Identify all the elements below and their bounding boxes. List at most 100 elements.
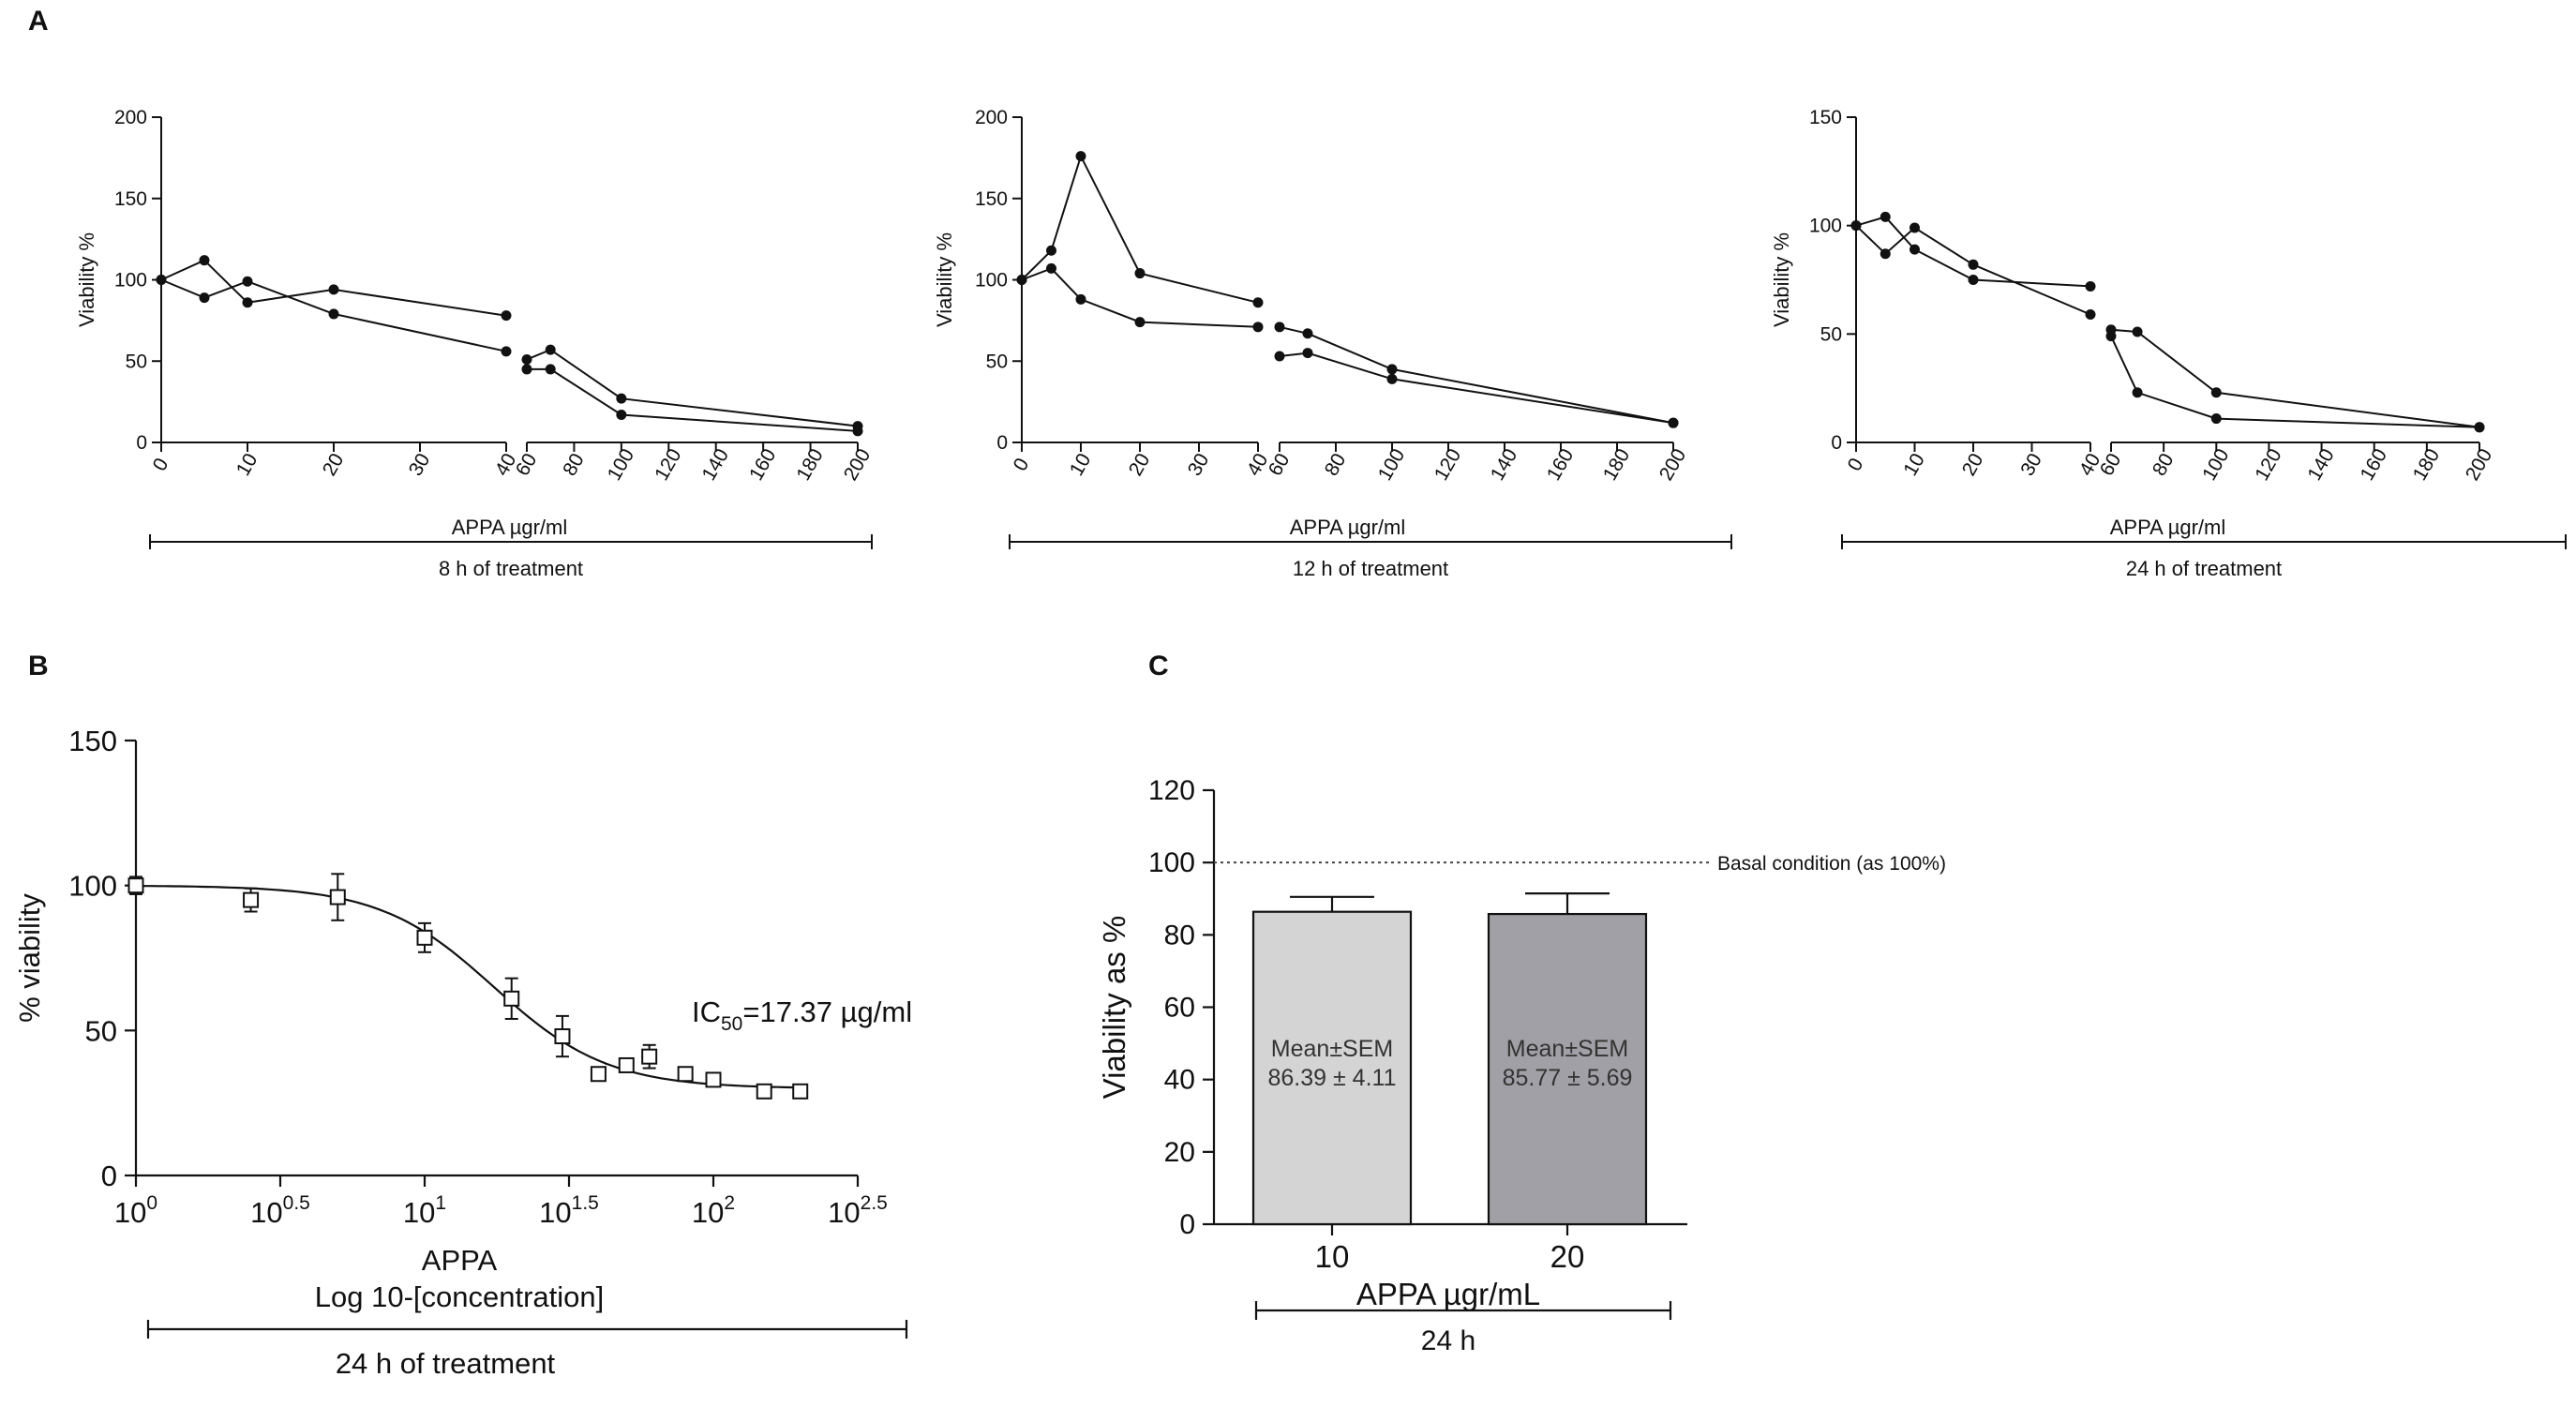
- x-tick-label: 100: [2198, 445, 2233, 485]
- x-tick-label: 180: [1599, 445, 1634, 485]
- x-axis-label: APPA: [422, 1244, 498, 1277]
- y-tick-label: 20: [1164, 1137, 1195, 1168]
- series-2-point: [156, 275, 167, 285]
- data-point: [677, 1066, 694, 1083]
- x-tick-label: 140: [698, 445, 733, 485]
- y-tick-label: 0: [1831, 432, 1842, 454]
- x-tick-label: 100: [604, 445, 638, 485]
- series-1-point: [1302, 328, 1313, 339]
- y-tick-label: 0: [101, 1160, 117, 1192]
- panel-letter-a: A: [28, 6, 49, 37]
- y-tick-label: 100: [975, 270, 1008, 292]
- x-tick-label: 200: [1655, 445, 1690, 485]
- series-2-point: [501, 346, 512, 357]
- reference-line-label: Basal condition (as 100%): [1717, 853, 1946, 875]
- y-tick-label: 100: [114, 270, 147, 292]
- series-2-point: [1274, 351, 1285, 362]
- series-1-point: [545, 364, 556, 375]
- x-tick-base: 10: [692, 1196, 724, 1229]
- series-1-point: [1386, 364, 1398, 375]
- series-1-point: [1880, 248, 1891, 260]
- series-2-point: [1252, 322, 1264, 333]
- series-2-line-b: [1279, 352, 1674, 425]
- x-tick-exponent: 0: [146, 1192, 157, 1214]
- data-point: [792, 1083, 809, 1100]
- series-1-point: [1046, 245, 1056, 256]
- x-tick-label: 10: [1899, 450, 1929, 480]
- series-1-point: [2132, 387, 2143, 398]
- x-axis-label: APPA µgr/ml: [1290, 516, 1406, 539]
- x-tick-base: 10: [403, 1196, 435, 1229]
- series-1-line-b: [527, 367, 859, 432]
- y-axis-label: Viability %: [933, 232, 956, 327]
- x-tick-label: 102: [692, 1192, 735, 1229]
- series-2-point: [1850, 220, 1862, 232]
- x-tick-label: 60: [1265, 450, 1295, 480]
- series-1-line-a: [1021, 153, 1259, 304]
- data-point: [243, 891, 260, 908]
- series-2-point: [616, 393, 627, 404]
- series-2-line-b: [526, 348, 859, 427]
- treatment-label: 12 h of treatment: [1293, 557, 1448, 580]
- series-2-point: [1302, 348, 1313, 359]
- y-tick-label: 150: [68, 725, 117, 757]
- series-2-point: [1046, 262, 1056, 274]
- x-tick-label: 20: [1958, 450, 1988, 480]
- x-tick-label: 160: [1543, 445, 1578, 485]
- x-tick-label: 100.5: [250, 1192, 310, 1229]
- y-tick-label: 0: [1179, 1209, 1195, 1240]
- y-tick-label: 0: [996, 432, 1008, 454]
- x-tick-label: 100: [114, 1192, 157, 1229]
- data-point: [329, 889, 346, 906]
- ic50-value: =17.37 µg/ml: [742, 995, 912, 1028]
- series-2-point: [2132, 326, 2143, 337]
- series-1-line-b: [1279, 325, 1674, 425]
- data-point: [127, 877, 144, 894]
- x-tick-label: 120: [2251, 445, 2285, 485]
- panel-letter-b: B: [28, 651, 49, 681]
- series-2-point: [199, 292, 210, 304]
- series-2-point: [2474, 422, 2485, 433]
- series-2-point: [545, 344, 556, 355]
- series-1-point: [1252, 297, 1264, 308]
- x-tick-label: 180: [2409, 445, 2444, 485]
- x-tick-base: 10: [828, 1196, 860, 1229]
- x-tick-label: 80: [2149, 450, 2179, 480]
- treatment-label: 24 h: [1421, 1325, 1475, 1356]
- series-1-line-a: [1855, 224, 2091, 316]
- series-1-line-b: [2110, 336, 2480, 428]
- ic50-prefix: IC: [692, 995, 721, 1028]
- y-tick-label: 200: [975, 107, 1008, 128]
- x-tick-exponent: 2: [724, 1192, 735, 1214]
- y-axis-label: Viability %: [75, 232, 98, 327]
- fit-curve: [136, 884, 801, 1089]
- x-tick-label: 30: [405, 450, 435, 480]
- data-point: [705, 1071, 722, 1088]
- y-tick-label: 100: [1809, 216, 1842, 237]
- y-axis-label: Viability as %: [1097, 916, 1131, 1100]
- x-tick-label: 180: [792, 445, 827, 485]
- series-2-point: [521, 354, 532, 366]
- x-tick-label: 80: [559, 450, 589, 480]
- x-tick-base: 10: [250, 1196, 282, 1229]
- x-tick-label: 60: [2096, 450, 2126, 480]
- series-1-point: [1274, 322, 1285, 333]
- series-2-point: [2105, 324, 2117, 336]
- y-tick-label: 0: [136, 432, 147, 454]
- bar-label-line-1: Mean±SEM: [1506, 1036, 1628, 1062]
- x-tick-exponent: 1: [435, 1192, 446, 1214]
- series-2-point: [1016, 275, 1027, 285]
- data-point: [416, 929, 433, 946]
- data-point: [503, 990, 520, 1007]
- x-tick-label: 0: [1844, 455, 1868, 475]
- series-1-point: [521, 364, 532, 375]
- x-tick-label: 160: [745, 445, 780, 485]
- bar-20: [1487, 912, 1648, 1226]
- series-2-point: [242, 276, 253, 287]
- bar-10: [1251, 910, 1413, 1226]
- series-2-line-b: [2110, 328, 2480, 428]
- x-tick-label: 20: [1125, 450, 1155, 480]
- x-tick-label: 140: [1487, 445, 1521, 485]
- series-2-point: [1910, 244, 1920, 255]
- series-2-point: [1668, 417, 1679, 428]
